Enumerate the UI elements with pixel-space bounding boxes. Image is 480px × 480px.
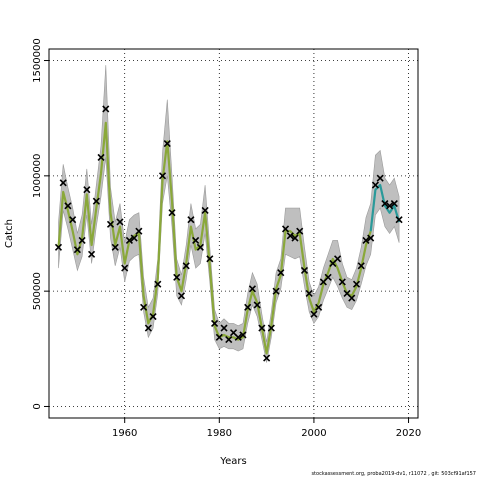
observed-point bbox=[73, 246, 81, 254]
observed-point bbox=[357, 262, 365, 270]
x-axis-title: Years bbox=[219, 456, 246, 467]
observed-point bbox=[201, 206, 209, 215]
observed-point bbox=[367, 234, 375, 242]
observed-point bbox=[300, 266, 309, 274]
observed-point bbox=[220, 324, 228, 332]
plot-frame bbox=[48, 48, 419, 419]
observed-point bbox=[296, 227, 304, 235]
observed-point bbox=[310, 310, 318, 318]
y-tick-label: 1000000 bbox=[32, 154, 43, 199]
observed-point bbox=[352, 280, 361, 288]
observed-point bbox=[258, 324, 266, 332]
observed-point bbox=[154, 280, 162, 288]
footer-credit: stockassessment.org, proba2019-dv1, r110… bbox=[311, 471, 476, 477]
x-tick-label: 2000 bbox=[301, 428, 326, 439]
observed-point bbox=[54, 243, 63, 251]
observed-point bbox=[187, 216, 195, 224]
observed-point bbox=[102, 105, 110, 113]
observed-point bbox=[64, 202, 72, 210]
observed-point bbox=[158, 172, 167, 180]
observed-point bbox=[334, 255, 342, 263]
y-tick-label: 0 bbox=[32, 403, 43, 409]
observed-point bbox=[281, 225, 290, 233]
observed-point bbox=[206, 255, 214, 263]
fitted-line-recent bbox=[369, 184, 401, 232]
observed-point bbox=[97, 153, 105, 161]
observed-point bbox=[305, 289, 313, 298]
observed-point bbox=[362, 236, 370, 244]
observed-point bbox=[211, 319, 219, 328]
observed-point bbox=[177, 292, 186, 300]
observed-point bbox=[196, 243, 204, 251]
observed-point bbox=[192, 236, 200, 244]
observed-point bbox=[248, 285, 256, 293]
observed-point bbox=[144, 324, 152, 332]
grid bbox=[49, 49, 418, 418]
observed-point bbox=[253, 301, 261, 309]
observed-point bbox=[168, 209, 176, 217]
observed-point bbox=[116, 218, 124, 226]
observed-point bbox=[386, 202, 394, 210]
y-tick-label: 1500000 bbox=[32, 38, 43, 83]
observed-point bbox=[390, 199, 398, 208]
fitted-line-estimate bbox=[57, 121, 372, 355]
observed-point bbox=[135, 227, 143, 235]
observed-point bbox=[182, 262, 190, 270]
observed-point bbox=[315, 303, 323, 311]
axes: 1960 1980 2000 2020 0 500000 1000000 1500000 bbox=[32, 38, 421, 439]
observed-point bbox=[140, 303, 148, 311]
observed-point bbox=[286, 232, 294, 240]
observed-point bbox=[277, 269, 285, 277]
observed-point bbox=[291, 234, 299, 242]
observed-point bbox=[83, 186, 91, 194]
observed-point bbox=[173, 273, 181, 281]
observed-point bbox=[88, 250, 96, 258]
observed-point bbox=[348, 294, 356, 302]
observed-point bbox=[78, 236, 86, 244]
observed-point bbox=[225, 336, 233, 344]
observed-points bbox=[54, 105, 403, 362]
observed-point bbox=[125, 236, 133, 244]
observed-point bbox=[163, 139, 171, 148]
observed-point bbox=[59, 179, 67, 187]
observed-point bbox=[376, 174, 384, 182]
observed-point bbox=[106, 220, 115, 228]
observed-point bbox=[381, 199, 389, 208]
observed-point bbox=[371, 181, 379, 189]
observed-point bbox=[239, 331, 247, 339]
observed-point bbox=[244, 303, 252, 311]
x-tick-label: 1980 bbox=[207, 428, 232, 439]
observed-point bbox=[215, 333, 223, 341]
observed-point bbox=[263, 354, 271, 362]
observed-point bbox=[234, 333, 242, 341]
observed-point bbox=[111, 243, 119, 251]
fitted-line bbox=[57, 121, 401, 355]
observed-point bbox=[272, 287, 280, 295]
observed-point bbox=[338, 278, 346, 286]
y-tick-label: 500000 bbox=[32, 272, 43, 310]
observed-point bbox=[69, 216, 77, 224]
observed-point bbox=[121, 264, 129, 272]
observed-point bbox=[92, 197, 100, 205]
observed-point bbox=[149, 312, 157, 321]
y-axis-title: Catch bbox=[4, 219, 15, 248]
observed-point bbox=[267, 324, 275, 332]
observed-point bbox=[324, 273, 332, 281]
x-tick-label: 2020 bbox=[396, 428, 421, 439]
observed-point bbox=[395, 216, 403, 224]
observed-point bbox=[130, 234, 138, 242]
x-tick-label: 1960 bbox=[112, 428, 137, 439]
